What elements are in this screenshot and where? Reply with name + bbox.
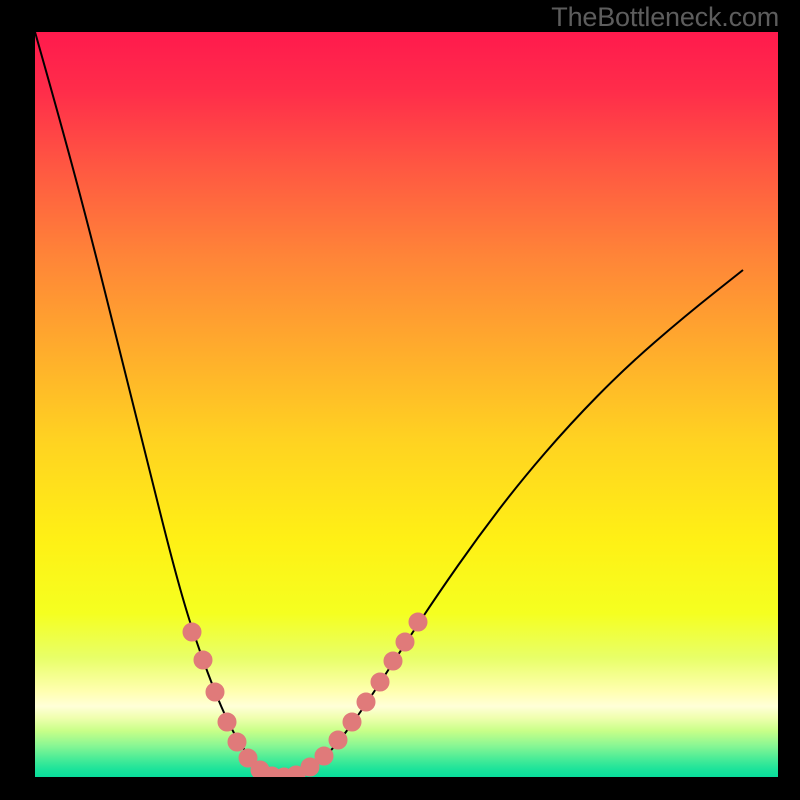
data-marker [228, 733, 246, 751]
data-marker [194, 651, 212, 669]
data-marker [357, 693, 375, 711]
data-marker [396, 633, 414, 651]
data-marker [384, 652, 402, 670]
data-marker [343, 713, 361, 731]
watermark-label: TheBottleneck.com [551, 2, 779, 33]
data-marker [206, 683, 224, 701]
marker-group [183, 613, 427, 777]
plot-area [35, 32, 778, 777]
data-marker [329, 731, 347, 749]
data-marker [315, 747, 333, 765]
chart-frame: TheBottleneck.com [0, 0, 800, 800]
data-marker [218, 713, 236, 731]
data-marker [183, 623, 201, 641]
data-marker [371, 673, 389, 691]
data-marker [409, 613, 427, 631]
chart-svg [35, 32, 778, 777]
